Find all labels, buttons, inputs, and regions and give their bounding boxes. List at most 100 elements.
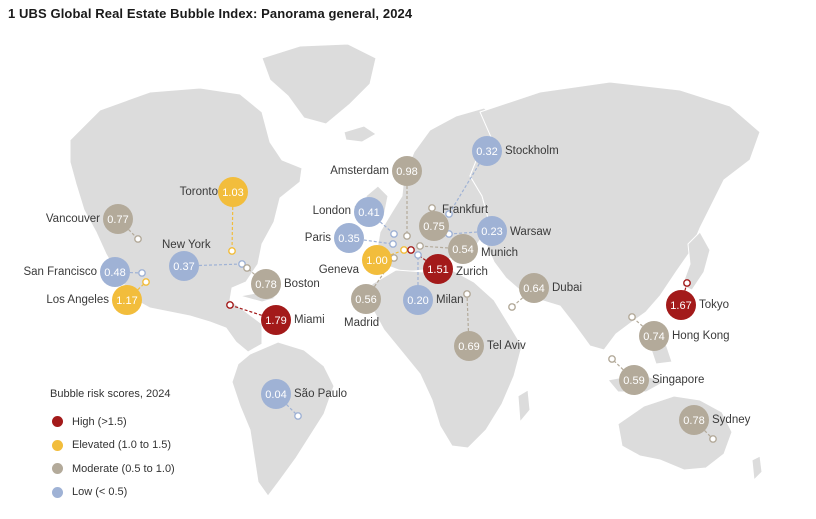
location-pin-milan bbox=[414, 251, 422, 259]
city-label-los-angeles: Los Angeles bbox=[46, 294, 109, 306]
score-frankfurt: 0.75 bbox=[423, 221, 444, 233]
location-pin-dubai bbox=[508, 303, 516, 311]
score-san-francisco: 0.48 bbox=[104, 267, 125, 279]
bubble-london bbox=[354, 197, 384, 227]
score-new-york: 0.37 bbox=[173, 261, 194, 273]
legend: Bubble risk scores, 2024 High (>1.5) Ele… bbox=[50, 388, 175, 504]
legend-swatch-moderate bbox=[52, 463, 63, 475]
score-hong-kong: 0.74 bbox=[643, 331, 664, 343]
score-geneva: 1.00 bbox=[366, 255, 387, 267]
city-bubbles: 0.77 Vancouver 1.03 Toronto 0.37 New York 0.48… bbox=[23, 136, 751, 435]
legend-item-moderate: Moderate (0.5 to 1.0) bbox=[50, 457, 175, 481]
bubble-tel-aviv bbox=[454, 331, 484, 361]
score-toronto: 1.03 bbox=[222, 187, 243, 199]
city-label-warsaw: Warsaw bbox=[510, 226, 552, 238]
bubble-madrid bbox=[351, 284, 381, 314]
city-label-miami: Miami bbox=[294, 314, 325, 326]
score-s-o-paulo: 0.04 bbox=[265, 389, 286, 401]
city-label-s-o-paulo: São Paulo bbox=[294, 388, 347, 400]
score-munich: 0.54 bbox=[452, 244, 473, 256]
score-vancouver: 0.77 bbox=[107, 214, 128, 226]
score-sydney: 0.78 bbox=[683, 415, 704, 427]
location-pin-stockholm bbox=[445, 210, 453, 218]
legend-title: Bubble risk scores, 2024 bbox=[50, 388, 171, 400]
bubble-stockholm bbox=[472, 136, 502, 166]
legend-item-elevated: Elevated (1.0 to 1.5) bbox=[50, 434, 175, 458]
city-label-tel-aviv: Tel Aviv bbox=[487, 340, 526, 352]
location-pin-los-angeles bbox=[142, 278, 150, 286]
location-pin-munich bbox=[416, 242, 424, 250]
city-label-san-francisco: San Francisco bbox=[23, 266, 97, 278]
location-pin-s-o-paulo bbox=[294, 412, 302, 420]
score-los-angeles: 1.17 bbox=[116, 295, 137, 307]
location-pin-miami bbox=[226, 301, 234, 309]
location-pin-hong-kong bbox=[628, 313, 636, 321]
city-label-sydney: Sydney bbox=[712, 414, 751, 426]
score-paris: 0.35 bbox=[338, 233, 359, 245]
score-dubai: 0.64 bbox=[523, 283, 544, 295]
bubble-sydney bbox=[679, 405, 709, 435]
score-boston: 0.78 bbox=[255, 279, 276, 291]
city-label-toronto: Toronto bbox=[180, 186, 218, 198]
city-label-zurich: Zurich bbox=[456, 266, 488, 278]
location-pin-san-francisco bbox=[138, 269, 146, 277]
location-pin-toronto bbox=[228, 247, 236, 255]
legend-label-moderate: Moderate (0.5 to 1.0) bbox=[72, 462, 175, 475]
page-title: 1 UBS Global Real Estate Bubble Index: P… bbox=[8, 6, 413, 21]
score-madrid: 0.56 bbox=[355, 294, 376, 306]
location-pin-frankfurt bbox=[428, 204, 436, 212]
bubble-dubai bbox=[519, 273, 549, 303]
connector-miami bbox=[229, 304, 277, 321]
bubble-los-angeles bbox=[112, 285, 142, 315]
bubble-frankfurt bbox=[419, 211, 449, 241]
city-label-new-york: New York bbox=[162, 239, 211, 251]
bubble-boston bbox=[251, 269, 281, 299]
city-label-amsterdam: Amsterdam bbox=[330, 165, 389, 177]
location-pin-vancouver bbox=[134, 235, 142, 243]
location-pin-london bbox=[390, 230, 398, 238]
city-label-london: London bbox=[313, 205, 351, 217]
legend-label-low: Low (< 0.5) bbox=[72, 486, 128, 499]
bubble-munich bbox=[448, 234, 478, 264]
city-label-geneva: Geneva bbox=[319, 264, 360, 276]
score-warsaw: 0.23 bbox=[481, 226, 502, 238]
bubble-s-o-paulo bbox=[261, 379, 291, 409]
legend-item-high: High (>1.5) bbox=[50, 410, 175, 434]
bubble-tokyo bbox=[666, 290, 696, 320]
bubble-zurich bbox=[423, 254, 453, 284]
location-pin-sydney bbox=[709, 435, 717, 443]
bubble-warsaw bbox=[477, 216, 507, 246]
city-label-munich: Munich bbox=[481, 247, 518, 259]
score-stockholm: 0.32 bbox=[476, 146, 497, 158]
bubble-toronto bbox=[218, 177, 248, 207]
location-pin-new-york bbox=[238, 260, 246, 268]
city-label-hong-kong: Hong Kong bbox=[672, 330, 730, 342]
city-label-frankfurt: Frankfurt bbox=[442, 204, 489, 216]
location-pin-tel-aviv bbox=[463, 290, 471, 298]
legend-swatch-low bbox=[52, 486, 63, 498]
legend-label-elevated: Elevated (1.0 to 1.5) bbox=[72, 439, 172, 452]
legend-item-low: Low (< 0.5) bbox=[50, 481, 175, 505]
bubble-amsterdam bbox=[392, 156, 422, 186]
score-miami: 1.79 bbox=[265, 315, 286, 327]
bubble-new-york bbox=[169, 251, 199, 281]
city-label-stockholm: Stockholm bbox=[505, 145, 559, 157]
score-tel-aviv: 0.69 bbox=[458, 341, 479, 353]
city-label-paris: Paris bbox=[305, 232, 331, 244]
connector-tel-aviv bbox=[466, 293, 470, 347]
bubble-san-francisco bbox=[100, 257, 130, 287]
location-pin-geneva bbox=[400, 246, 408, 254]
bubble-miami bbox=[261, 305, 291, 335]
city-label-singapore: Singapore bbox=[652, 374, 704, 386]
score-london: 0.41 bbox=[358, 207, 379, 219]
location-pin-amsterdam bbox=[403, 232, 411, 240]
score-amsterdam: 0.98 bbox=[396, 166, 417, 178]
bubble-paris bbox=[334, 223, 364, 253]
legend-swatch-high bbox=[52, 416, 63, 428]
score-singapore: 0.59 bbox=[623, 375, 644, 387]
legend-swatch-elevated bbox=[52, 439, 63, 451]
legend-label-high: High (>1.5) bbox=[72, 415, 127, 428]
location-pin-zurich bbox=[407, 246, 415, 254]
city-label-vancouver: Vancouver bbox=[46, 213, 100, 225]
